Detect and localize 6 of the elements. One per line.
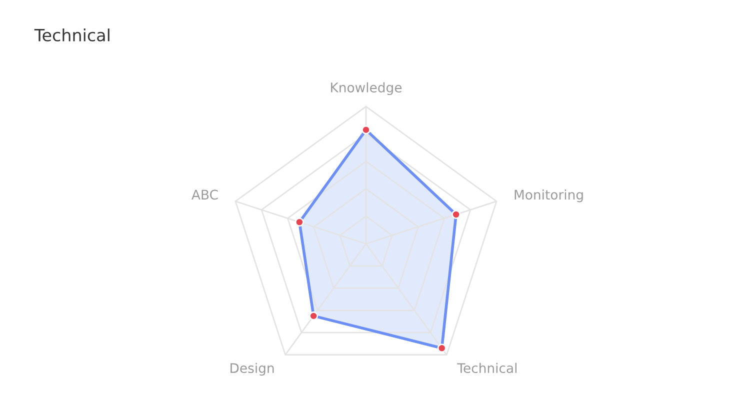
spoke-label: Design	[230, 362, 274, 376]
spoke-label: Monitoring	[514, 189, 583, 202]
spoke-label: ABC	[192, 190, 218, 200]
spoke-label: Technical	[457, 362, 517, 374]
spoke-label: Knowledge	[331, 82, 402, 96]
chart-title: Technical	[34, 28, 110, 42]
